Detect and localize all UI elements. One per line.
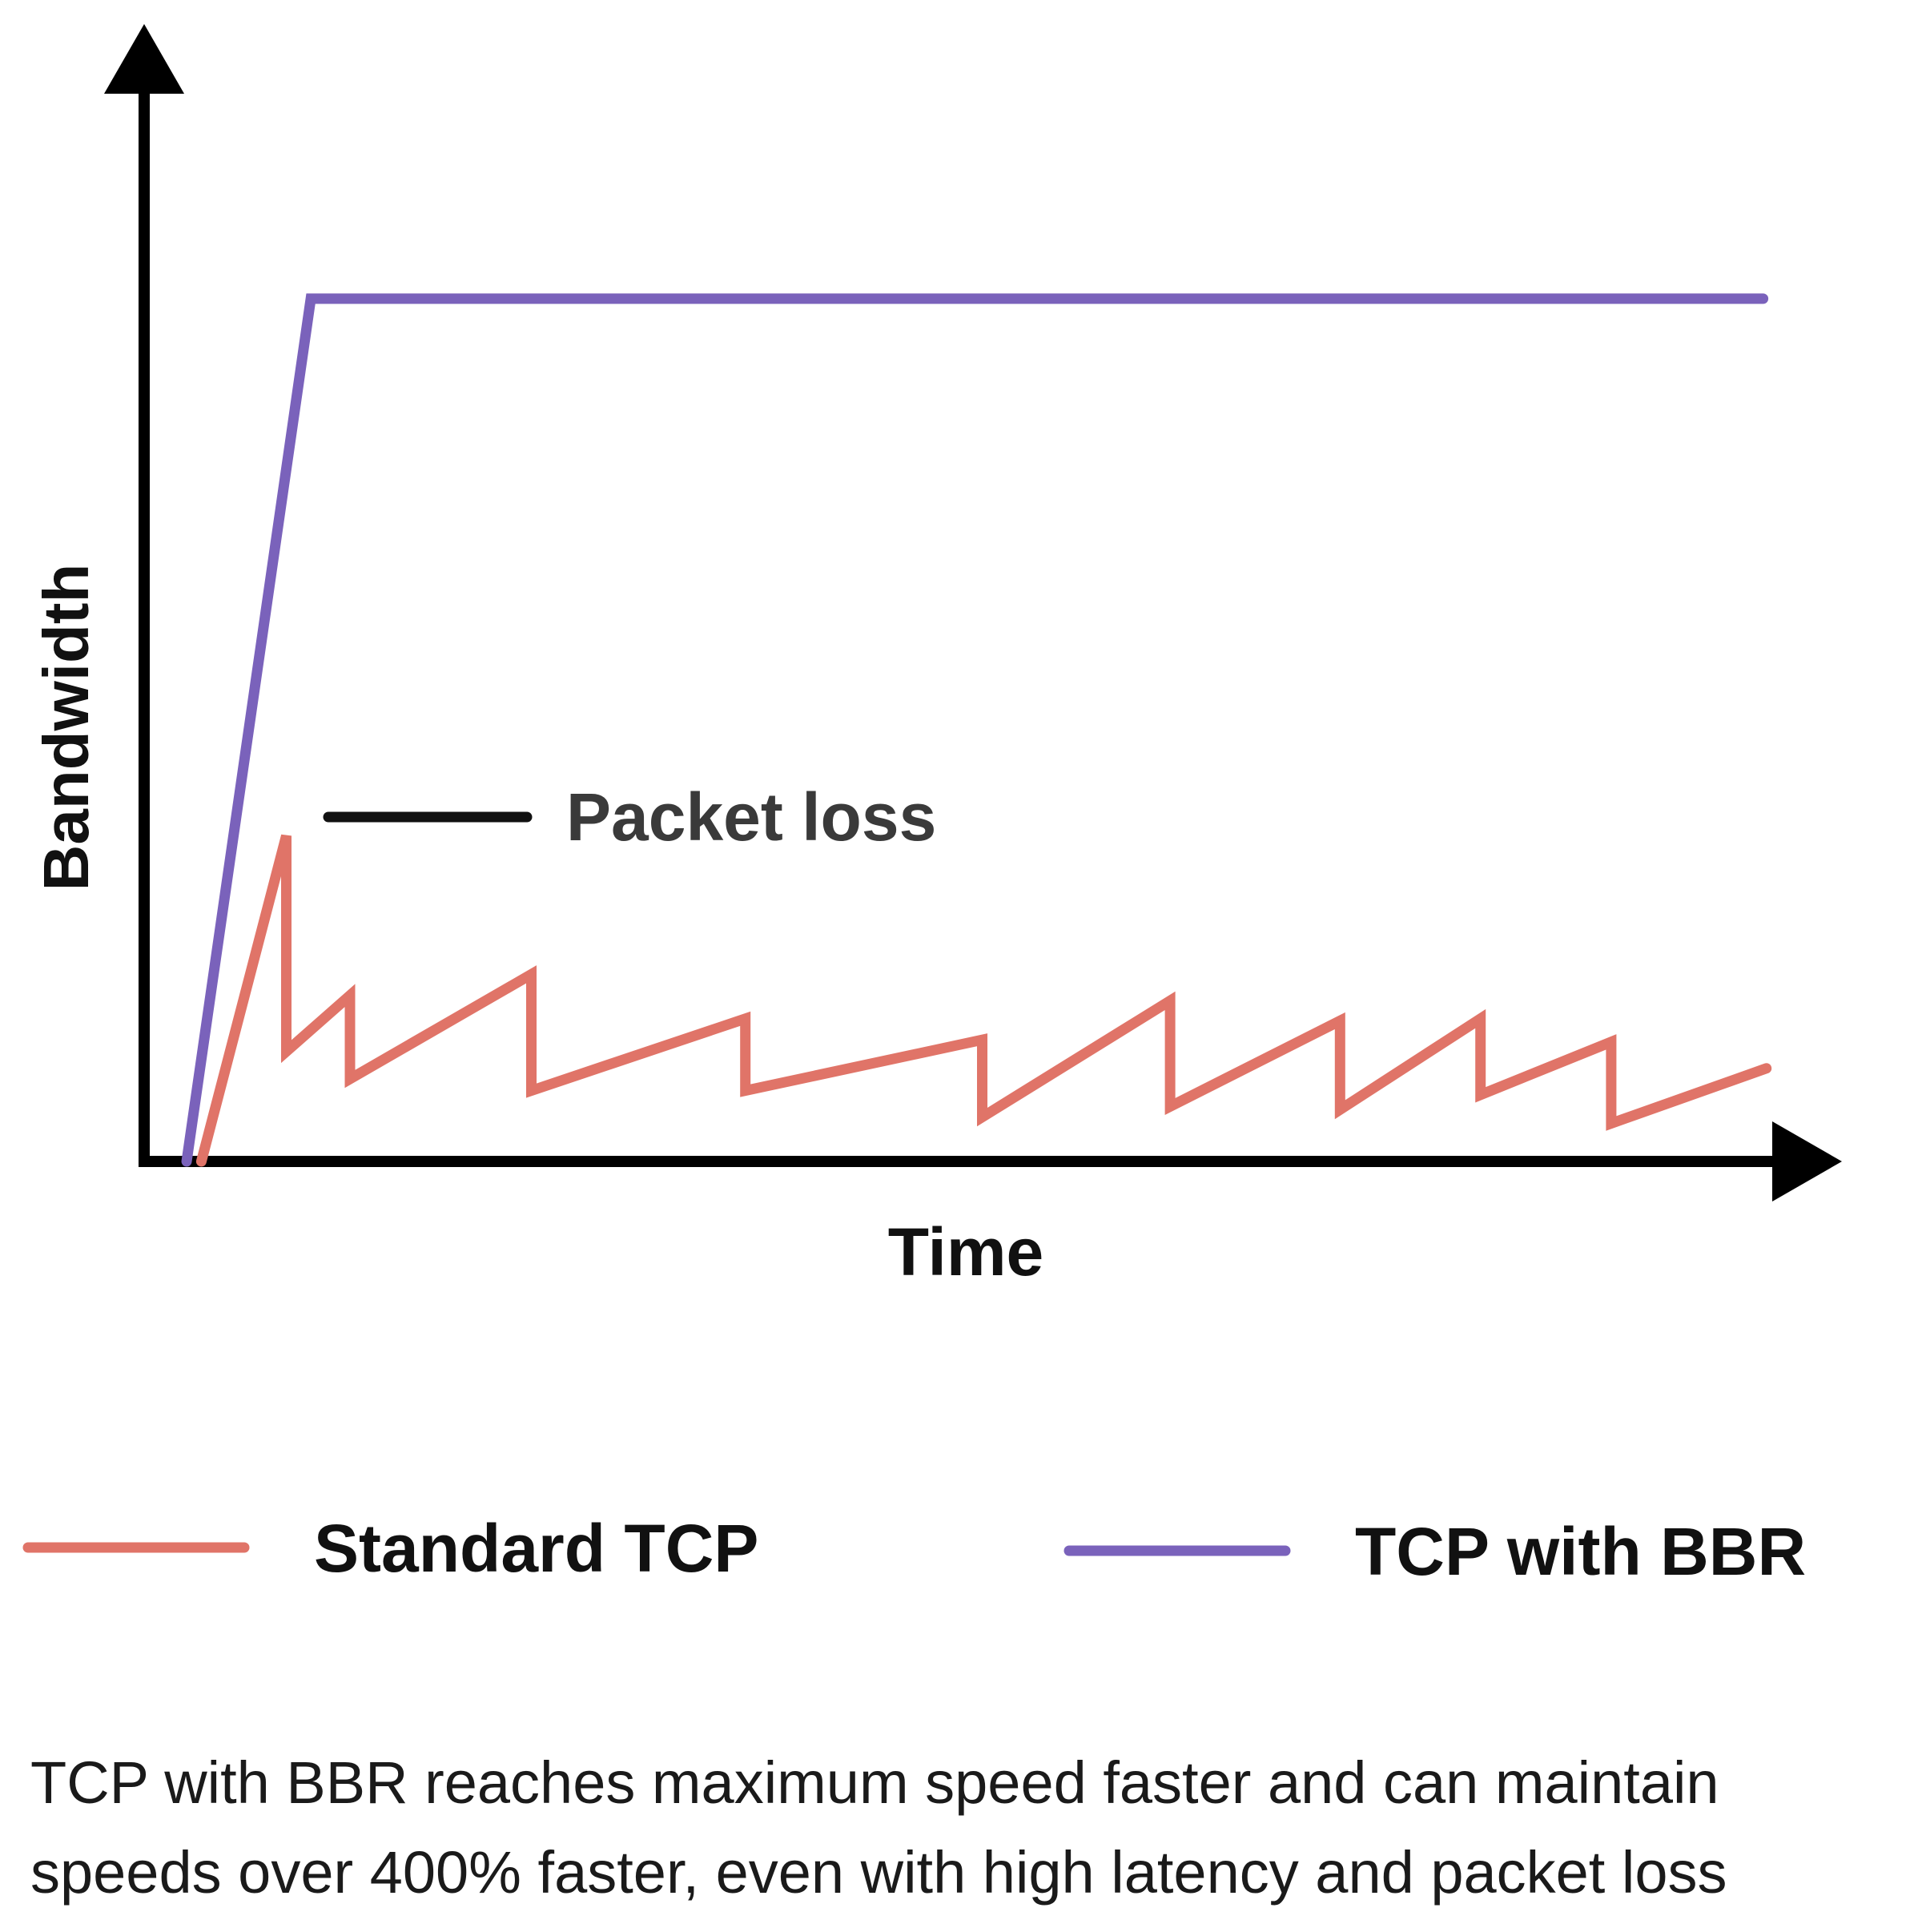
y-axis-label: Bandwidth xyxy=(30,564,102,892)
x-axis-arrow-icon xyxy=(1772,1121,1842,1201)
legend-label-standard-tcp: Standard TCP xyxy=(314,1511,758,1586)
chart-caption: TCP with BBR reaches maximum speed faste… xyxy=(30,1738,1904,1918)
series-line-tcp-with-bbr xyxy=(181,293,1769,1167)
legend-label-tcp-with-bbr: TCP with BBR xyxy=(1355,1514,1806,1589)
caption-line-1: TCP with BBR reaches maximum speed faste… xyxy=(30,1749,1719,1816)
series-group xyxy=(181,293,1772,1167)
x-axis-label: Time xyxy=(888,1214,1044,1290)
caption-line-2: speeds over 400% faster, even with high … xyxy=(30,1839,1727,1906)
series-line-standard-tcp xyxy=(195,834,1772,1167)
axes xyxy=(104,24,1842,1201)
packet-loss-label: Packet loss xyxy=(566,779,936,855)
y-axis-arrow-icon xyxy=(104,24,184,94)
legend: Standard TCP TCP with BBR xyxy=(22,1511,1806,1589)
packet-loss-annotation: Packet loss xyxy=(323,779,936,855)
